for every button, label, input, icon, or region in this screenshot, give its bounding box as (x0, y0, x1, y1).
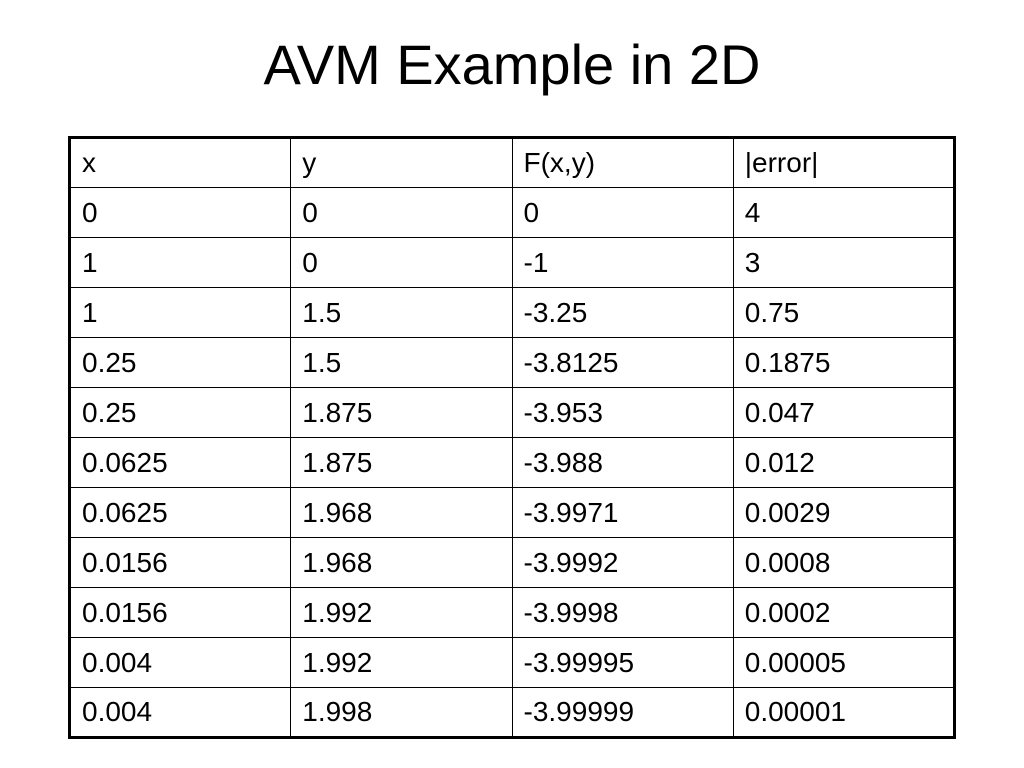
table-cell: 0.25 (68, 387, 292, 438)
table-cell: 0 (68, 187, 292, 238)
table-body: x y F(x,y) |error| 0 0 0 4 1 0 -1 3 1 1.5 -3.25 0.75 0.2… (68, 137, 956, 738)
table-cell: x (68, 137, 292, 188)
table-cell: 0.004 (68, 687, 292, 738)
table-row: 1 0 -1 3 (68, 237, 956, 288)
table-row: 0.0156 1.968 -3.9992 0.0008 (68, 537, 956, 588)
table-cell: 0.0625 (68, 487, 292, 538)
table-cell: 0.0002 (732, 587, 956, 638)
table-cell: 1.968 (290, 487, 513, 538)
table-row: 0.25 1.5 -3.8125 0.1875 (68, 337, 956, 388)
table-cell: 0.0029 (732, 487, 956, 538)
table-row: 1 1.5 -3.25 0.75 (68, 287, 956, 338)
table-cell: 0.012 (732, 437, 956, 488)
table-cell: 1.968 (290, 537, 513, 588)
table-cell: -3.9992 (511, 537, 734, 588)
table-cell: -1 (511, 237, 734, 288)
table-cell: 0.00005 (732, 637, 956, 688)
table-cell: 0.0156 (68, 587, 292, 638)
table-row: 0.0156 1.992 -3.9998 0.0002 (68, 587, 956, 638)
table-cell: -3.9971 (511, 487, 734, 538)
table-cell: 0.1875 (732, 337, 956, 388)
table-row: 0.004 1.998 -3.99999 0.00001 (68, 687, 956, 738)
table-cell: 4 (732, 187, 956, 238)
table-cell: 1.5 (290, 287, 513, 338)
header-row: x y F(x,y) |error| (68, 137, 956, 188)
table-cell: -3.25 (511, 287, 734, 338)
table-cell: 1.5 (290, 337, 513, 388)
table-cell: 0.004 (68, 637, 292, 688)
table-cell: 0.0625 (68, 437, 292, 488)
table-cell: |error| (732, 137, 956, 188)
table-cell: 3 (732, 237, 956, 288)
table-cell: -3.988 (511, 437, 734, 488)
table-cell: 0.0008 (732, 537, 956, 588)
table-cell: 0.25 (68, 337, 292, 388)
table-cell: 1 (68, 237, 292, 288)
table-cell: 0.047 (732, 387, 956, 438)
table-row: 0.004 1.992 -3.99995 0.00005 (68, 637, 956, 688)
table-cell: 1.875 (290, 437, 513, 488)
table-cell: 1.992 (290, 587, 513, 638)
table-cell: 0.75 (732, 287, 956, 338)
table-cell: 0 (290, 237, 513, 288)
table-cell: 1 (68, 287, 292, 338)
table-cell: -3.99999 (511, 687, 734, 738)
table-cell: -3.99995 (511, 637, 734, 688)
table-cell: 1.875 (290, 387, 513, 438)
table-cell: 1.992 (290, 637, 513, 688)
table-cell: 1.998 (290, 687, 513, 738)
table-cell: -3.8125 (511, 337, 734, 388)
table-row: 0.0625 1.968 -3.9971 0.0029 (68, 487, 956, 538)
table-cell: 0 (511, 187, 734, 238)
table-cell: -3.9998 (511, 587, 734, 638)
table-row: 0.25 1.875 -3.953 0.047 (68, 387, 956, 438)
table-cell: 0.00001 (732, 687, 956, 738)
table-cell: 0 (290, 187, 513, 238)
table-row: 0.0625 1.875 -3.988 0.012 (68, 437, 956, 488)
table-cell: -3.953 (511, 387, 734, 438)
data-table: x y F(x,y) |error| 0 0 0 4 1 0 -1 3 1 1.5 -3.25 0.75 0.2… (68, 136, 956, 739)
table-cell: 0.0156 (68, 537, 292, 588)
table-cell: F(x,y) (511, 137, 734, 188)
table-cell: y (290, 137, 513, 188)
slide-title: AVM Example in 2D (263, 33, 761, 96)
